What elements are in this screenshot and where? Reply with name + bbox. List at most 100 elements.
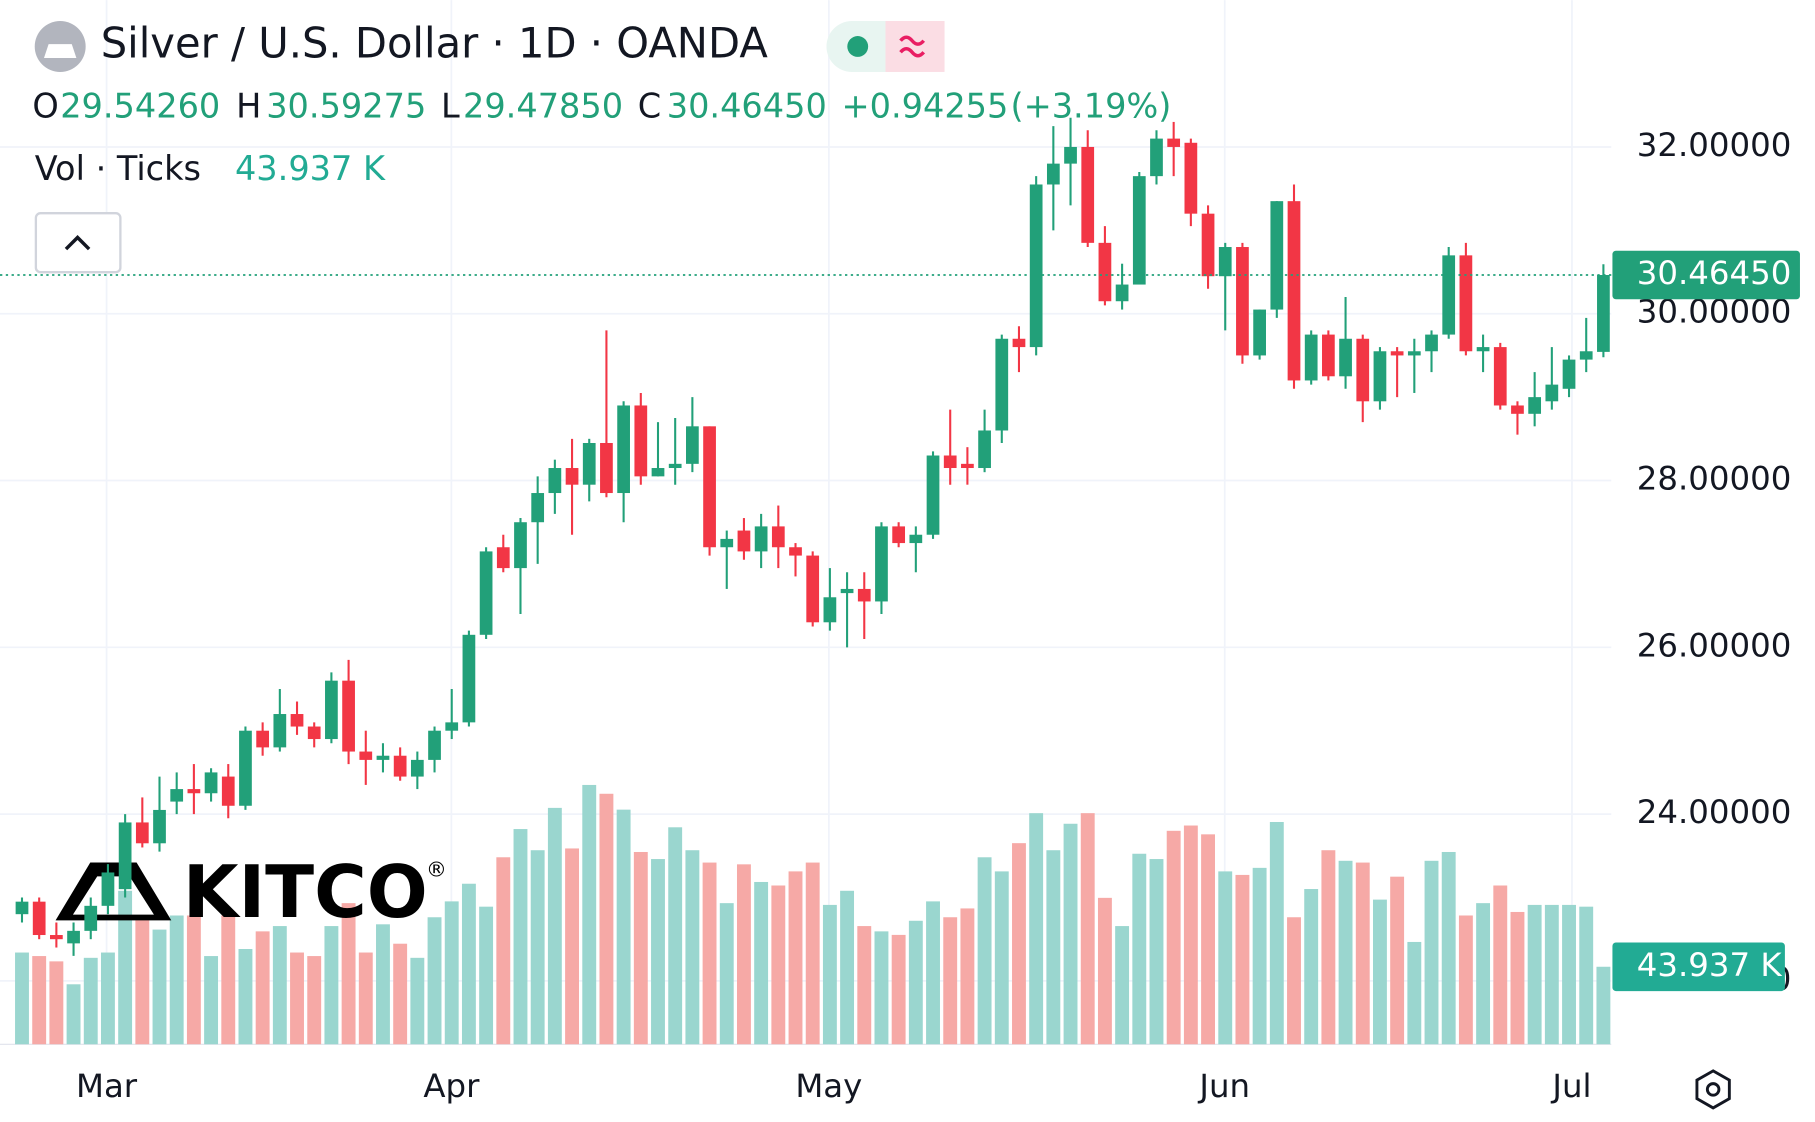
volume-bar xyxy=(169,915,184,1045)
delayed-icon xyxy=(899,35,926,58)
candle-body xyxy=(479,551,493,635)
change-percent: (+3.19%) xyxy=(1011,86,1172,125)
candle-body xyxy=(462,634,476,723)
candle-body xyxy=(978,430,991,469)
volume-bar xyxy=(427,917,442,1045)
volume-bar xyxy=(926,901,940,1045)
candle-body xyxy=(1322,334,1335,377)
volume-bar xyxy=(15,952,29,1045)
volume-bar xyxy=(1097,897,1112,1045)
volume-bar xyxy=(221,915,236,1045)
volume-bar xyxy=(204,956,219,1045)
volume-bar xyxy=(1390,876,1405,1045)
volume-bar xyxy=(135,915,150,1045)
candle-body xyxy=(1064,146,1077,164)
settings-icon-center xyxy=(1705,1082,1721,1097)
volume-bar xyxy=(1287,917,1301,1045)
volume-bar xyxy=(1424,860,1439,1045)
candle-body xyxy=(651,468,665,477)
x-tick-label: Apr xyxy=(423,1067,480,1105)
logo-text: KITCO xyxy=(183,850,428,934)
volume-bar xyxy=(788,871,803,1045)
candle-body xyxy=(1029,184,1043,348)
candle-body xyxy=(703,426,716,548)
candle-body xyxy=(1132,176,1146,285)
last-volume-badge xyxy=(1612,942,1785,992)
volume-bar xyxy=(1562,904,1576,1045)
volume-bar xyxy=(1458,915,1473,1045)
volume-bar xyxy=(1544,904,1559,1045)
volume-bar xyxy=(341,903,356,1045)
volume-bar xyxy=(565,848,579,1045)
volume-bar xyxy=(616,809,631,1045)
volume-bar xyxy=(1355,862,1370,1045)
volume-bar xyxy=(908,920,923,1045)
candle-body xyxy=(1046,163,1060,185)
settings-icon[interactable] xyxy=(1695,1069,1731,1110)
candle-body xyxy=(1511,405,1524,414)
volume-bar xyxy=(118,890,133,1045)
volume-bar xyxy=(822,904,837,1045)
candle-body xyxy=(995,338,1009,431)
candle-body xyxy=(1304,334,1318,381)
open-value: 29.54260 xyxy=(60,86,220,125)
low-label: L xyxy=(441,86,460,125)
volume-bar xyxy=(410,957,425,1045)
volume-bar xyxy=(1372,899,1387,1045)
candle-body xyxy=(806,555,820,623)
symbol-icon-bars xyxy=(43,44,77,59)
high-value: 30.59275 xyxy=(266,86,426,125)
candle-body xyxy=(496,547,510,569)
candle-body xyxy=(170,789,184,802)
candle-body xyxy=(823,597,837,623)
candle-body xyxy=(84,905,98,931)
collapse-button[interactable] xyxy=(34,212,122,274)
high-label: H xyxy=(236,86,261,125)
candle-body xyxy=(239,730,252,806)
volume-bar xyxy=(1115,926,1130,1045)
x-tick-label: Jun xyxy=(1197,1067,1250,1105)
candle-body xyxy=(582,442,596,485)
volume-bar xyxy=(1476,903,1491,1045)
x-tick-label: May xyxy=(795,1067,862,1105)
volume-bar xyxy=(496,857,511,1045)
volume-bar xyxy=(1407,941,1422,1045)
candle-body xyxy=(1356,338,1370,402)
candle-body xyxy=(737,530,751,552)
volume-bar xyxy=(805,862,820,1045)
y-tick-label: 24.00000 xyxy=(1637,793,1792,831)
candle-body xyxy=(1150,138,1163,177)
candle-body xyxy=(857,588,871,602)
candle-body xyxy=(548,468,562,494)
logo-mark: ® xyxy=(426,858,447,882)
candle-body xyxy=(1287,201,1301,381)
market-open-dot xyxy=(847,36,869,57)
chevron-icon xyxy=(64,235,91,251)
candle-body xyxy=(600,442,613,494)
candle-body xyxy=(943,455,957,469)
volume-bar xyxy=(1080,813,1095,1045)
volume-layer xyxy=(15,784,1611,1045)
candle-body xyxy=(67,930,80,944)
volume-bar xyxy=(1510,911,1525,1045)
candle-body xyxy=(410,759,424,777)
candle-body xyxy=(101,872,115,906)
candle-body xyxy=(1253,309,1266,356)
volume-bar xyxy=(547,807,562,1045)
volume-bar xyxy=(582,784,597,1045)
candle-body xyxy=(617,405,630,494)
watermark: KITCO ® xyxy=(55,850,447,934)
candle-body xyxy=(1476,347,1490,352)
volume-bar xyxy=(1338,860,1353,1045)
volume-bar xyxy=(186,915,201,1045)
status-pill-right xyxy=(885,21,945,72)
change-value: +0.94255 xyxy=(842,86,1009,125)
volume-bar xyxy=(1201,834,1215,1045)
candle-body xyxy=(531,493,545,523)
candle-body xyxy=(1562,359,1576,389)
volume-bar xyxy=(1527,904,1542,1045)
candle-body xyxy=(1339,338,1352,377)
volume-bar xyxy=(32,956,47,1045)
candle-body xyxy=(15,901,29,915)
